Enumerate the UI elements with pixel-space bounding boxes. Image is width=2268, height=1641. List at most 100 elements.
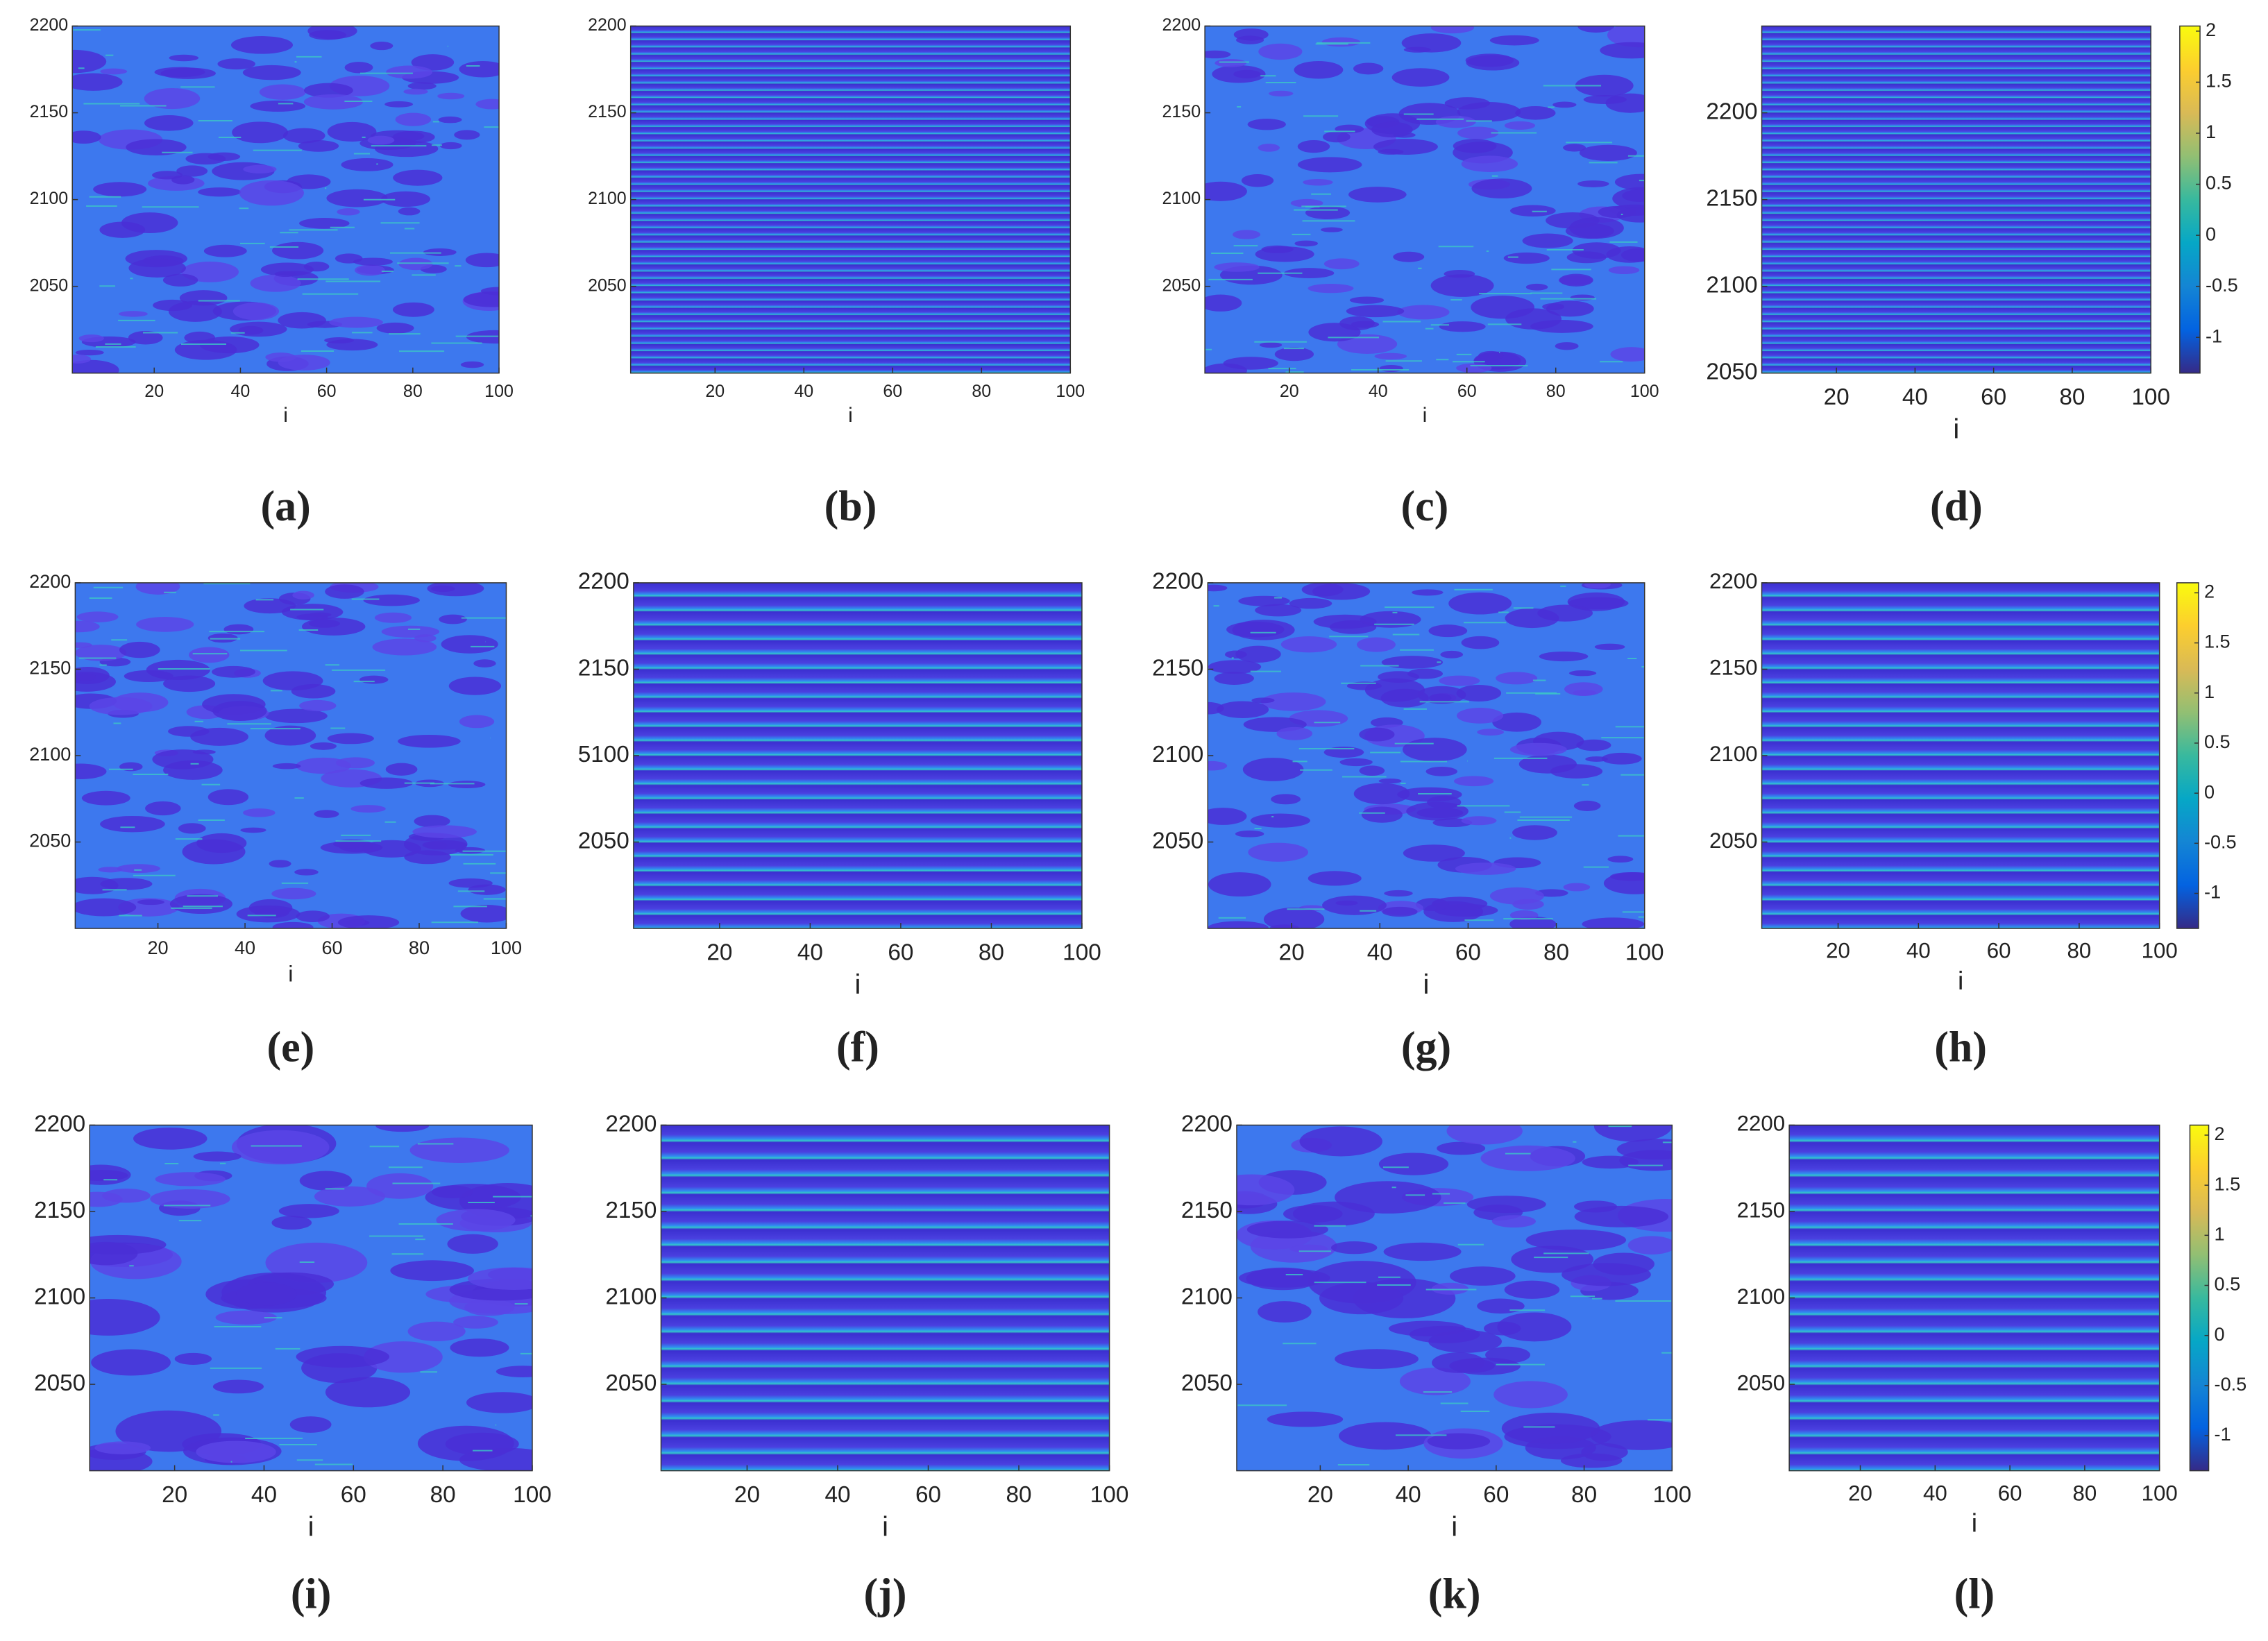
- heatmap-blob: [75, 763, 107, 780]
- x-tick-label: 100: [484, 382, 514, 401]
- heatmap-blob: [372, 638, 437, 656]
- heatmap-blob: [1512, 825, 1557, 840]
- heatmap-blob: [375, 1125, 430, 1132]
- heatmap-blob: [236, 1282, 297, 1306]
- heatmap-blob: [326, 189, 388, 207]
- heatmap-blob: [403, 833, 468, 856]
- heatmap-blob: [374, 140, 439, 158]
- heatmap-blob: [1263, 907, 1325, 929]
- y-tick-label: 2100: [34, 1284, 85, 1309]
- heatmap-blob: [1233, 69, 1261, 78]
- x-tick-label: 60: [317, 382, 337, 401]
- heatmap-blob: [155, 1172, 226, 1187]
- heatmap-fill: [75, 582, 507, 929]
- heatmap-blob: [464, 1299, 515, 1316]
- heatmap-blob: [386, 65, 433, 79]
- heatmap-blob: [448, 677, 502, 695]
- heatmap-blob: [1461, 155, 1518, 172]
- heatmap-blob: [393, 169, 443, 186]
- heatmap-blob: [1205, 363, 1247, 373]
- heatmap-blob: [327, 733, 374, 745]
- x-tick-label: 60: [1457, 382, 1477, 401]
- heatmap-blob: [1391, 68, 1450, 87]
- heatmap-blob: [1446, 1125, 1523, 1145]
- y-tick-label: 2150: [588, 102, 627, 121]
- colorbar-tick-label: 0: [2206, 223, 2216, 244]
- heatmap-blob: [1429, 693, 1452, 703]
- x-tick-label: 20: [1308, 1482, 1333, 1508]
- heatmap-blob: [314, 810, 339, 818]
- heatmap-blob: [174, 1352, 212, 1365]
- heatmap-blob: [1493, 1381, 1568, 1409]
- y-tick-label: 2050: [1152, 828, 1203, 853]
- heatmap-blob: [1542, 303, 1565, 311]
- x-tick-label: 100: [1090, 1482, 1129, 1508]
- heatmap-blob: [1330, 1241, 1378, 1255]
- heatmap-blob: [359, 675, 389, 684]
- y-tick-label: 2150: [1709, 656, 1758, 680]
- heatmap-blob: [135, 582, 180, 595]
- heatmap-blob: [427, 582, 484, 597]
- heatmap-blob: [385, 763, 418, 776]
- heatmap-blob: [367, 135, 395, 145]
- subfigure-label: (g): [1401, 1023, 1451, 1071]
- heatmap-blob: [124, 670, 174, 683]
- y-tick-label: 2100: [605, 1284, 657, 1309]
- y-tick-label: 2100: [588, 189, 627, 208]
- heatmap-blob: [1480, 1145, 1575, 1171]
- heatmap-blob: [1568, 670, 1597, 677]
- x-tick-label: 60: [915, 1482, 941, 1508]
- heatmap-blob: [1622, 189, 1645, 202]
- heatmap-blob: [1226, 621, 1285, 638]
- heatmap-blob: [1555, 342, 1579, 350]
- panel: 20 40 60 80 100 i 2050 2100 2150 2200 (d) -1 -0.5 0 0.…: [1706, 19, 2237, 530]
- heatmap-blob: [212, 701, 267, 722]
- colorbar-tick-label: 1.5: [2204, 631, 2231, 652]
- x-tick-label: 40: [231, 382, 251, 401]
- heatmap-blob: [441, 635, 498, 654]
- heatmap-blob: [117, 864, 160, 874]
- heatmap-blob: [414, 815, 450, 828]
- heatmap-blob: [178, 823, 206, 834]
- y-tick-label: 2050: [34, 1370, 85, 1396]
- panel: 20 40 60 80 100 i 2050 2100 2150 2200 (g): [1152, 569, 1664, 1071]
- heatmap-blob: [239, 180, 304, 206]
- heatmap-blob: [325, 1377, 411, 1408]
- y-tick-label: 2200: [1706, 99, 1757, 124]
- heatmap-blob: [453, 1316, 498, 1329]
- x-tick-label: 100: [2142, 939, 2178, 963]
- x-tick-label: 80: [1571, 1482, 1597, 1508]
- y-tick-label: 5100: [578, 742, 629, 767]
- heatmap-blob: [1593, 1125, 1673, 1142]
- heatmap-blob: [436, 1209, 516, 1232]
- y-tick-label: 2150: [1152, 655, 1203, 681]
- heatmap-blob: [1208, 872, 1271, 897]
- heatmap-blob: [232, 302, 280, 321]
- heatmap-blob: [1379, 364, 1403, 372]
- heatmap-blob: [90, 1449, 153, 1471]
- heatmap-blob: [1427, 1433, 1491, 1449]
- heatmap-blob: [1251, 697, 1275, 704]
- heatmap-blob: [208, 633, 238, 643]
- heatmap-blob: [337, 915, 400, 929]
- heatmap-blob: [76, 611, 119, 622]
- heatmap-blob: [1258, 43, 1303, 60]
- heatmap-blob: [215, 1310, 277, 1325]
- x-tick-label: 40: [1369, 382, 1388, 401]
- heatmap-blob: [272, 241, 324, 260]
- heatmap-blob: [184, 331, 216, 344]
- x-tick-label: 20: [1824, 384, 1850, 410]
- heatmap-blob: [1312, 583, 1371, 600]
- heatmap-blob: [1430, 26, 1475, 34]
- heatmap-blob: [119, 641, 160, 658]
- heatmap-blob: [1573, 800, 1601, 811]
- heatmap-blob: [137, 899, 164, 905]
- heatmap-blob: [1415, 898, 1449, 912]
- heatmap-blob: [1619, 1150, 1673, 1171]
- heatmap-blob: [248, 899, 293, 917]
- heatmap-blob: [1437, 1141, 1486, 1155]
- heatmap-blob: [1449, 1266, 1516, 1286]
- heatmap-blob: [1255, 604, 1302, 617]
- panel: 20 40 60 80 100 i 2050 2100 2150 2200 (l) -1 -0.5 0 0.…: [1737, 1112, 2247, 1618]
- heatmap-blob: [91, 1349, 171, 1376]
